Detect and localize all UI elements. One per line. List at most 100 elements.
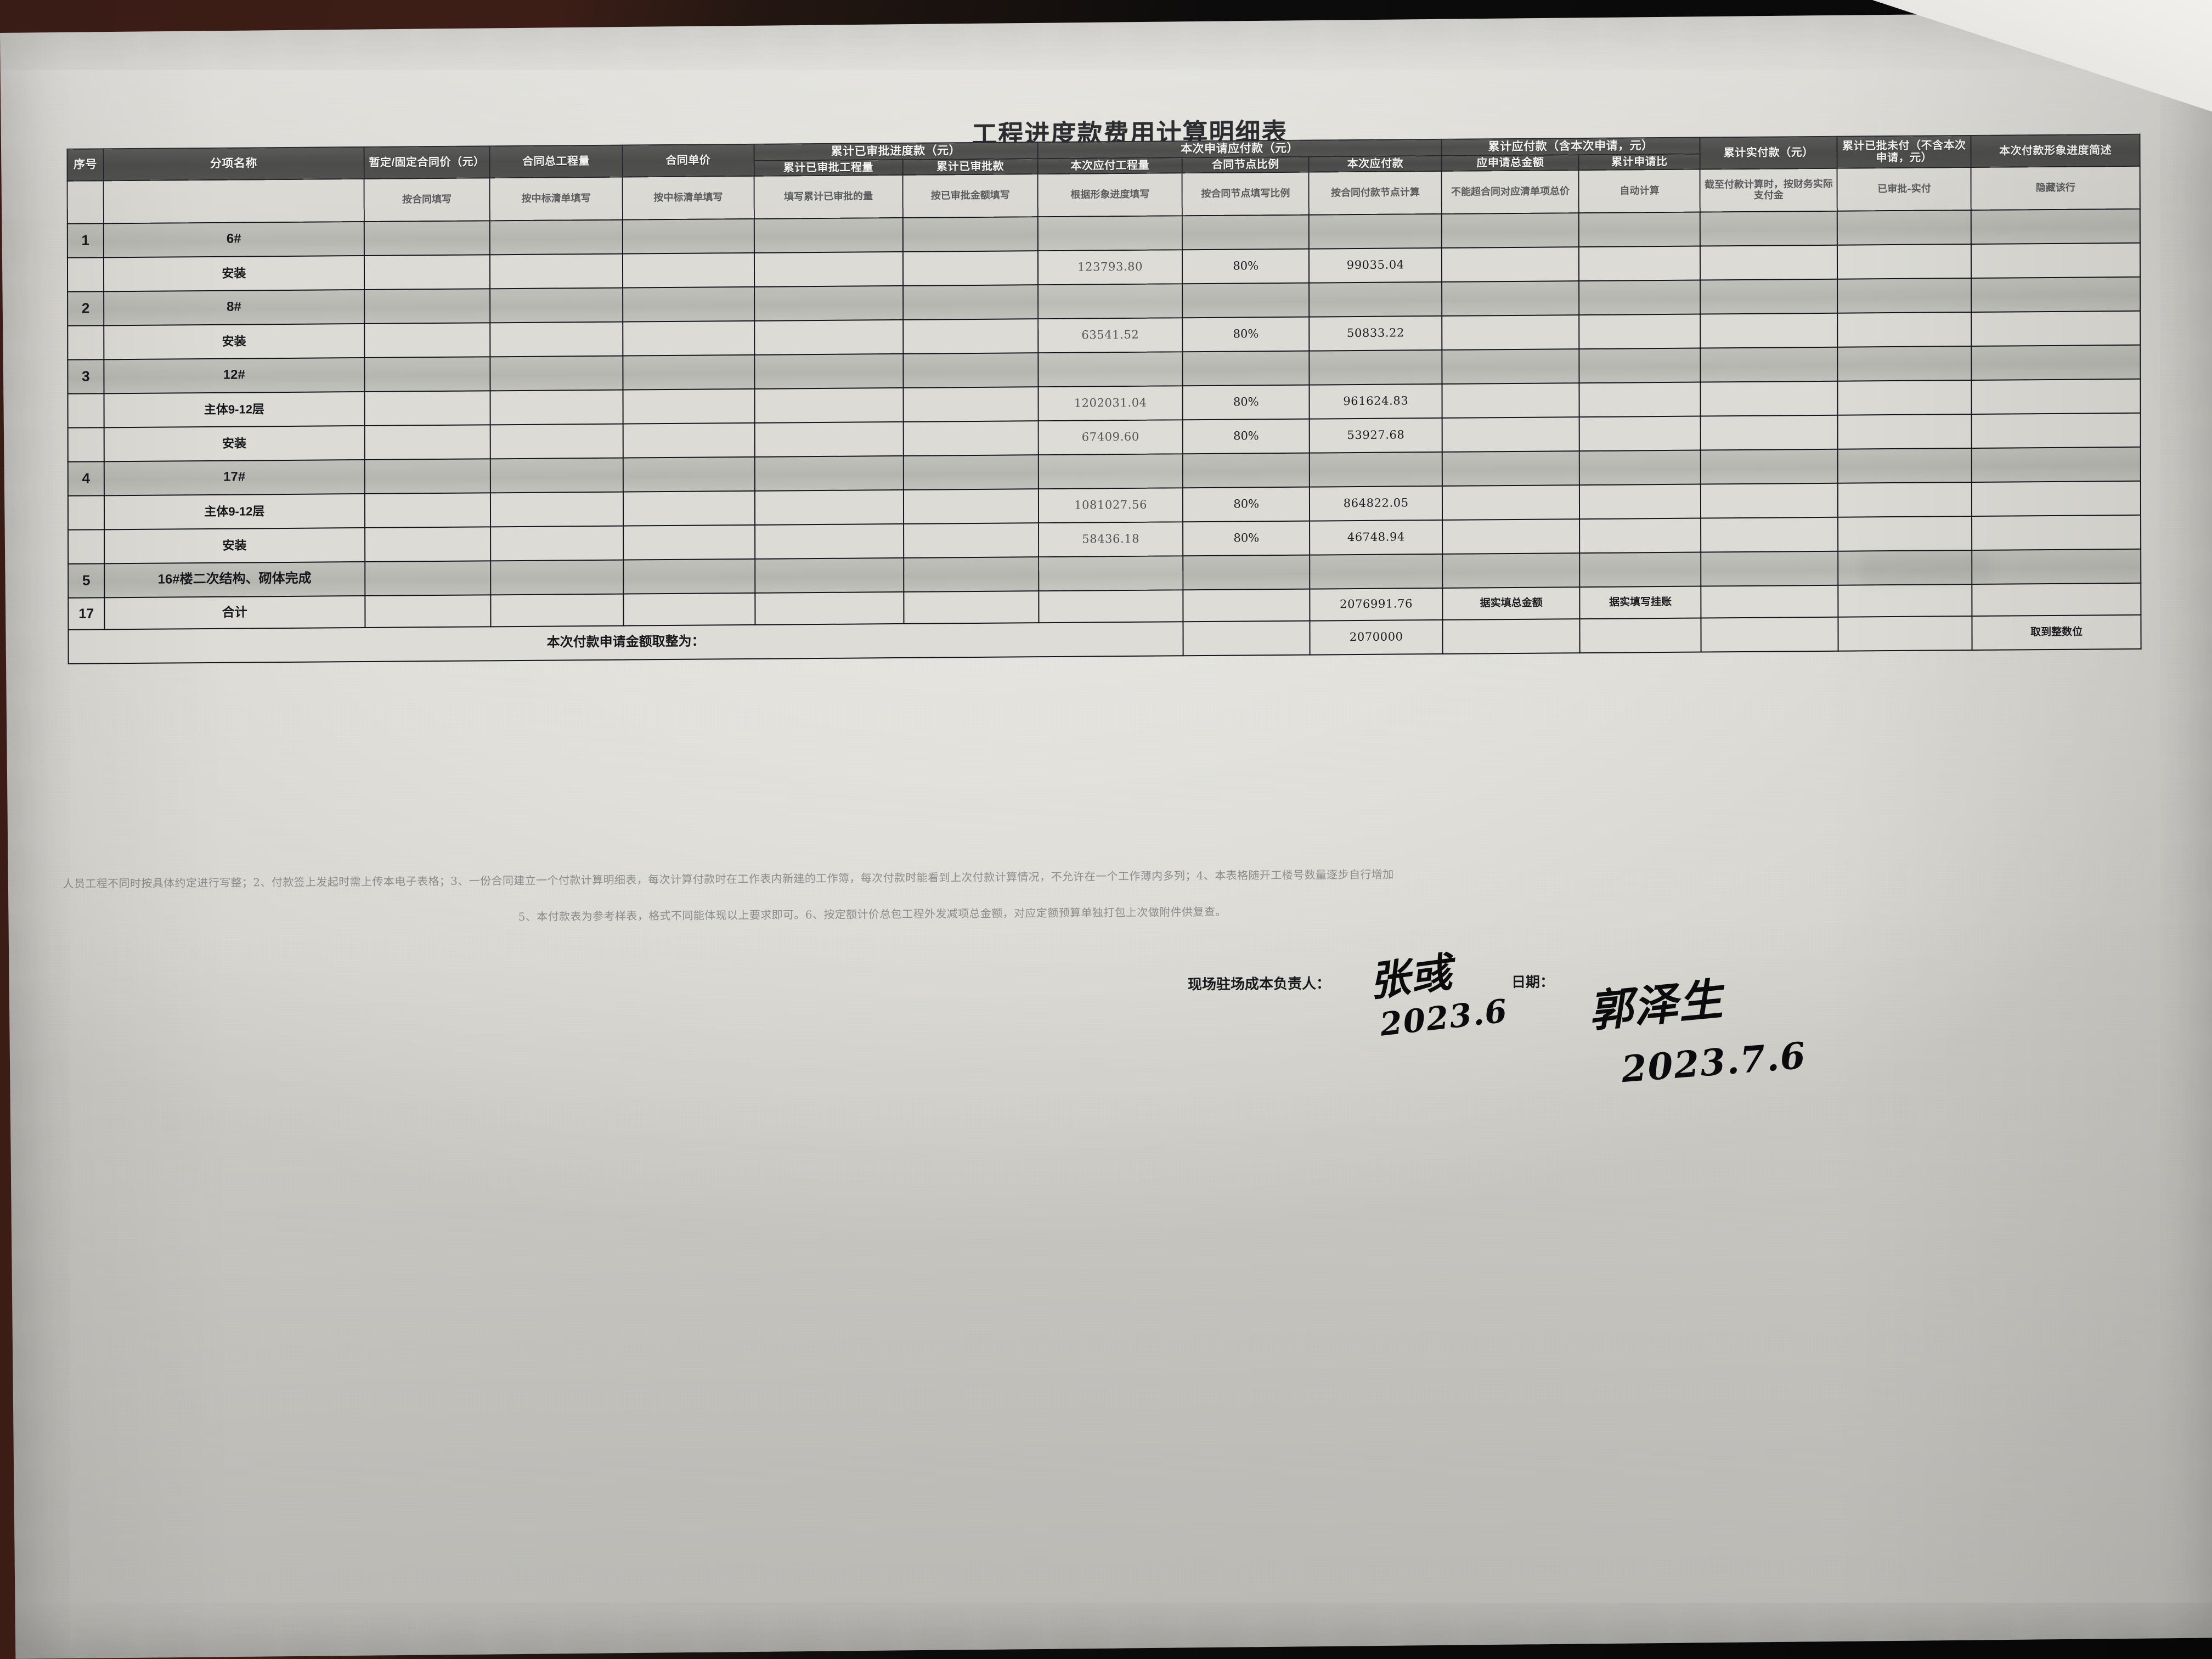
cell-cumulative-apply-ratio (1579, 518, 1701, 554)
cell-contract-total-quantity (490, 390, 623, 425)
payment-detail-table: 序号 分项名称 暂定/固定合同价（元） 合同总工程量 合同单价 累计已审批进度款… (67, 134, 2142, 664)
cell-approved-cumulative-quantity (754, 421, 904, 457)
total-cumulative-apply-ratio: 据实填写挂账 (1579, 586, 1701, 619)
rounding-amount: 2070000 (1310, 619, 1443, 655)
cell-contract-unit-price (623, 388, 755, 424)
row-index: 3 (67, 359, 104, 394)
cell-approved-cumulative-quantity (754, 387, 904, 423)
cell-approved-cumulative-amount (903, 455, 1039, 490)
cell-current-payable-quantity (1037, 216, 1183, 251)
hint-cumulative-apply-ratio: 自动计算 (1579, 169, 1700, 213)
cell-cumulative-actual-paid (1700, 415, 1838, 450)
hint-approved-cumulative-amount: 按已审批金额填写 (902, 174, 1038, 218)
cell-contract-price (364, 357, 490, 392)
cell-progress-description (1971, 311, 2141, 346)
cell-approved-cumulative-amount (903, 353, 1039, 388)
colgroup-cumulative-payable: 累计应付款（含本次申请，元） (1441, 137, 1700, 156)
cell-current-payable-quantity: 1081027.56 (1039, 488, 1183, 523)
cell-approved-unpaid (1837, 312, 1972, 347)
cell-contract-unit-price (623, 320, 754, 356)
hint-current-payable-amount: 按合同付款节点计算 (1308, 171, 1442, 215)
cell-contract-total-quantity (490, 492, 623, 527)
row-index (68, 529, 104, 564)
hint-cumulative-actual-paid: 截至付款计算时，按财务实际支付金 (1700, 168, 1838, 212)
cell-approved-cumulative-amount (904, 557, 1039, 592)
row-index (67, 427, 104, 462)
cell-cumulative-actual-paid (1701, 585, 1838, 618)
cell-current-payable-quantity (1039, 590, 1183, 623)
rounding-label: 本次付款申请金额取整为： (68, 622, 1183, 664)
cell-apply-total-amount (1442, 247, 1579, 282)
cell-cumulative-apply-ratio (1579, 416, 1701, 452)
cell-contract-node-ratio: 80% (1183, 487, 1310, 522)
cell-approved-cumulative-quantity (754, 353, 904, 389)
cell-contract-node-ratio (1182, 215, 1310, 250)
cell-current-payable-amount (1309, 349, 1442, 385)
cell-progress-description (1971, 345, 2141, 380)
cell-current-payable-amount: 864822.05 (1310, 486, 1443, 521)
footer-note-1: 人员工程不同时按具体约定进行写整；2、付款签上发起时需上传本电子表格；3、一份合… (63, 867, 1394, 890)
cell-contract-node-ratio: 80% (1182, 317, 1310, 352)
cell-cumulative-apply-ratio (1579, 484, 1701, 520)
cell-approved-cumulative-quantity (754, 523, 904, 559)
cell-apply-total-amount (1442, 519, 1580, 554)
cell-progress-description (1971, 276, 2141, 312)
row-item-name: 安装 (103, 255, 364, 292)
cell-approved-cumulative-amount (903, 387, 1039, 422)
cell-contract-unit-price (623, 490, 755, 526)
total-current-payable-amount: 2076991.76 (1310, 588, 1443, 621)
col-approved-cumulative-quantity: 累计已审批工程量 (754, 159, 903, 176)
hint-contract-price: 按合同填写 (364, 178, 490, 222)
cell-approved-cumulative-quantity (754, 217, 903, 253)
cell-contract-total-quantity (490, 594, 624, 627)
col-cumulative-actual-paid: 累计实付款（元） (1700, 136, 1837, 170)
paper-sheet: 工程进度款费用计算明细表 序号 分项名称 暂定/固定合同价（元） 合同总工程量 … (0, 12, 2212, 1659)
hint-contract-unit-price: 按中标清单填写 (622, 176, 754, 220)
col-contract-total-quantity: 合同总工程量 (489, 145, 623, 178)
cell-approved-cumulative-amount (904, 523, 1039, 558)
row-index (67, 495, 104, 530)
cell-contract-price (364, 221, 490, 256)
cell-current-payable-quantity: 1202031.04 (1038, 386, 1183, 421)
row-index: 5 (68, 563, 105, 598)
cell-approved-cumulative-amount (903, 319, 1039, 354)
document-body: 工程进度款费用计算明细表 序号 分项名称 暂定/固定合同价（元） 合同总工程量 … (63, 94, 2151, 1091)
cell-contract-unit-price (623, 558, 755, 594)
cell-current-payable-quantity (1038, 284, 1183, 319)
cell-contract-unit-price (623, 456, 755, 492)
col-contract-price: 暂定/固定合同价（元） (364, 146, 490, 179)
cell-apply-total-amount (1442, 417, 1580, 452)
cell-contract-unit-price (622, 286, 754, 322)
cell-contract-node-ratio: 80% (1182, 249, 1310, 284)
hint-apply-total-amount: 不能超合同对应清单项总价 (1441, 170, 1579, 214)
cell-progress-description (1972, 583, 2141, 616)
cell-cumulative-actual-paid (1701, 517, 1838, 552)
col-progress-description: 本次付款形象进度简述 (1971, 134, 2140, 167)
owner-signature: 张彧 (1366, 948, 1455, 1006)
cell-contract-price (364, 289, 490, 324)
cell-contract-unit-price (623, 524, 755, 560)
cell-approved-cumulative-amount (903, 489, 1039, 524)
hint-progress-description: 隐藏该行 (1971, 166, 2140, 210)
cell-contract-total-quantity (490, 424, 623, 459)
cell-current-payable-amount (1309, 213, 1442, 249)
cell-contract-unit-price (622, 218, 754, 254)
cell-current-payable-amount: 50833.22 (1309, 315, 1442, 351)
cell-progress-description (1972, 515, 2141, 550)
cell-current-payable-amount: 961624.83 (1309, 383, 1442, 419)
cell-progress-description (1971, 208, 2140, 244)
hint-approved-cumulative-quantity: 填写累计已审批的量 (754, 174, 903, 219)
cell-contract-total-quantity (489, 219, 623, 255)
cell-cumulative-apply-ratio (1579, 314, 1701, 349)
col-current-payable-quantity: 本次应付工程量 (1037, 157, 1182, 174)
cell-approved-cumulative-quantity (754, 251, 904, 287)
cell-approved-cumulative-quantity (754, 489, 904, 525)
hint-current-payable-quantity: 根据形象进度填写 (1037, 173, 1182, 217)
cell-contract-total-quantity (490, 560, 624, 595)
cell-contract-price (364, 493, 491, 528)
row-index: 2 (67, 291, 104, 326)
cell-approved-unpaid (1838, 516, 1972, 551)
cell-approved-unpaid (1837, 278, 1972, 313)
total-index: 17 (68, 597, 105, 630)
cell-cumulative-apply-ratio (1579, 280, 1701, 315)
